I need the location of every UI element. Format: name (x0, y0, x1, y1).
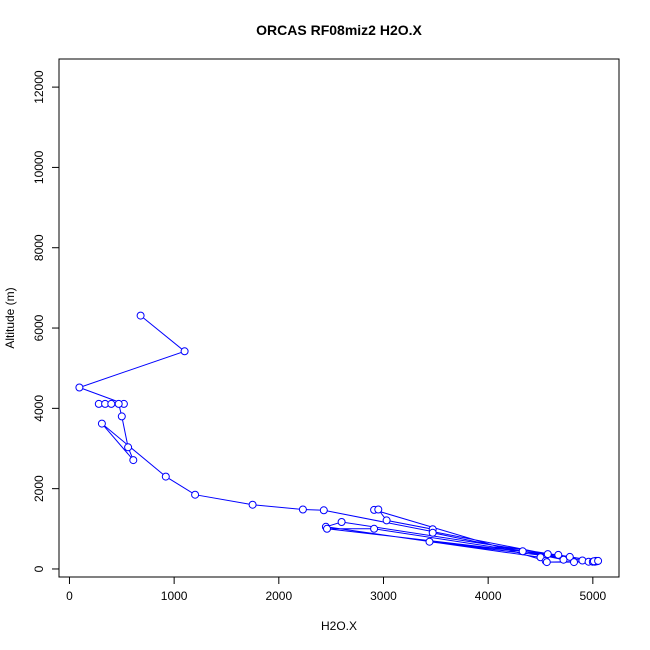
data-point (107, 399, 116, 408)
x-tick-label: 0 (66, 589, 73, 603)
data-point (323, 524, 331, 533)
data-point (565, 552, 574, 561)
x-tick-label: 1000 (161, 589, 188, 603)
data-point (136, 311, 145, 320)
data-point (428, 528, 437, 537)
x-tick-label: 5000 (579, 589, 606, 603)
data-point (554, 550, 563, 559)
data-point (298, 505, 307, 514)
y-tick-label: 4000 (32, 395, 46, 422)
data-point (319, 506, 328, 515)
data-point (129, 456, 138, 465)
data-point (382, 516, 391, 525)
data-point (518, 547, 527, 556)
data-point (594, 556, 603, 565)
data-series (75, 311, 603, 567)
data-point (370, 524, 379, 533)
data-point (124, 443, 133, 452)
y-tick-label: 12000 (32, 70, 46, 104)
y-tick-label: 0 (32, 565, 46, 572)
data-point (542, 558, 551, 567)
data-point (161, 472, 170, 481)
y-tick-label: 10000 (32, 150, 46, 184)
chart-title: ORCAS RF08miz2 H2O.X (256, 22, 422, 38)
y-tick-label: 6000 (32, 314, 46, 341)
y-axis-label: Altitude (m) (3, 287, 17, 348)
data-point (117, 412, 126, 421)
data-point (543, 550, 552, 559)
x-axis: 0 1000 2000 3000 4000 5000 (66, 576, 607, 603)
y-tick-label: 2000 (32, 475, 46, 502)
x-tick-label: 3000 (370, 589, 397, 603)
x-tick-label: 2000 (265, 589, 292, 603)
y-axis: 0 2000 4000 6000 8000 10000 12000 (32, 70, 60, 572)
data-point (75, 383, 84, 392)
data-point (337, 518, 346, 526)
x-axis-label: H2O.X (321, 619, 357, 633)
data-point (191, 490, 200, 499)
x-tick-label: 4000 (475, 589, 502, 603)
data-point (97, 419, 106, 428)
y-tick-label: 8000 (32, 234, 46, 261)
data-point (374, 505, 383, 514)
data-point (425, 537, 434, 546)
data-point (248, 500, 257, 509)
data-point (114, 399, 123, 408)
data-point (180, 347, 189, 356)
data-point (570, 558, 578, 567)
